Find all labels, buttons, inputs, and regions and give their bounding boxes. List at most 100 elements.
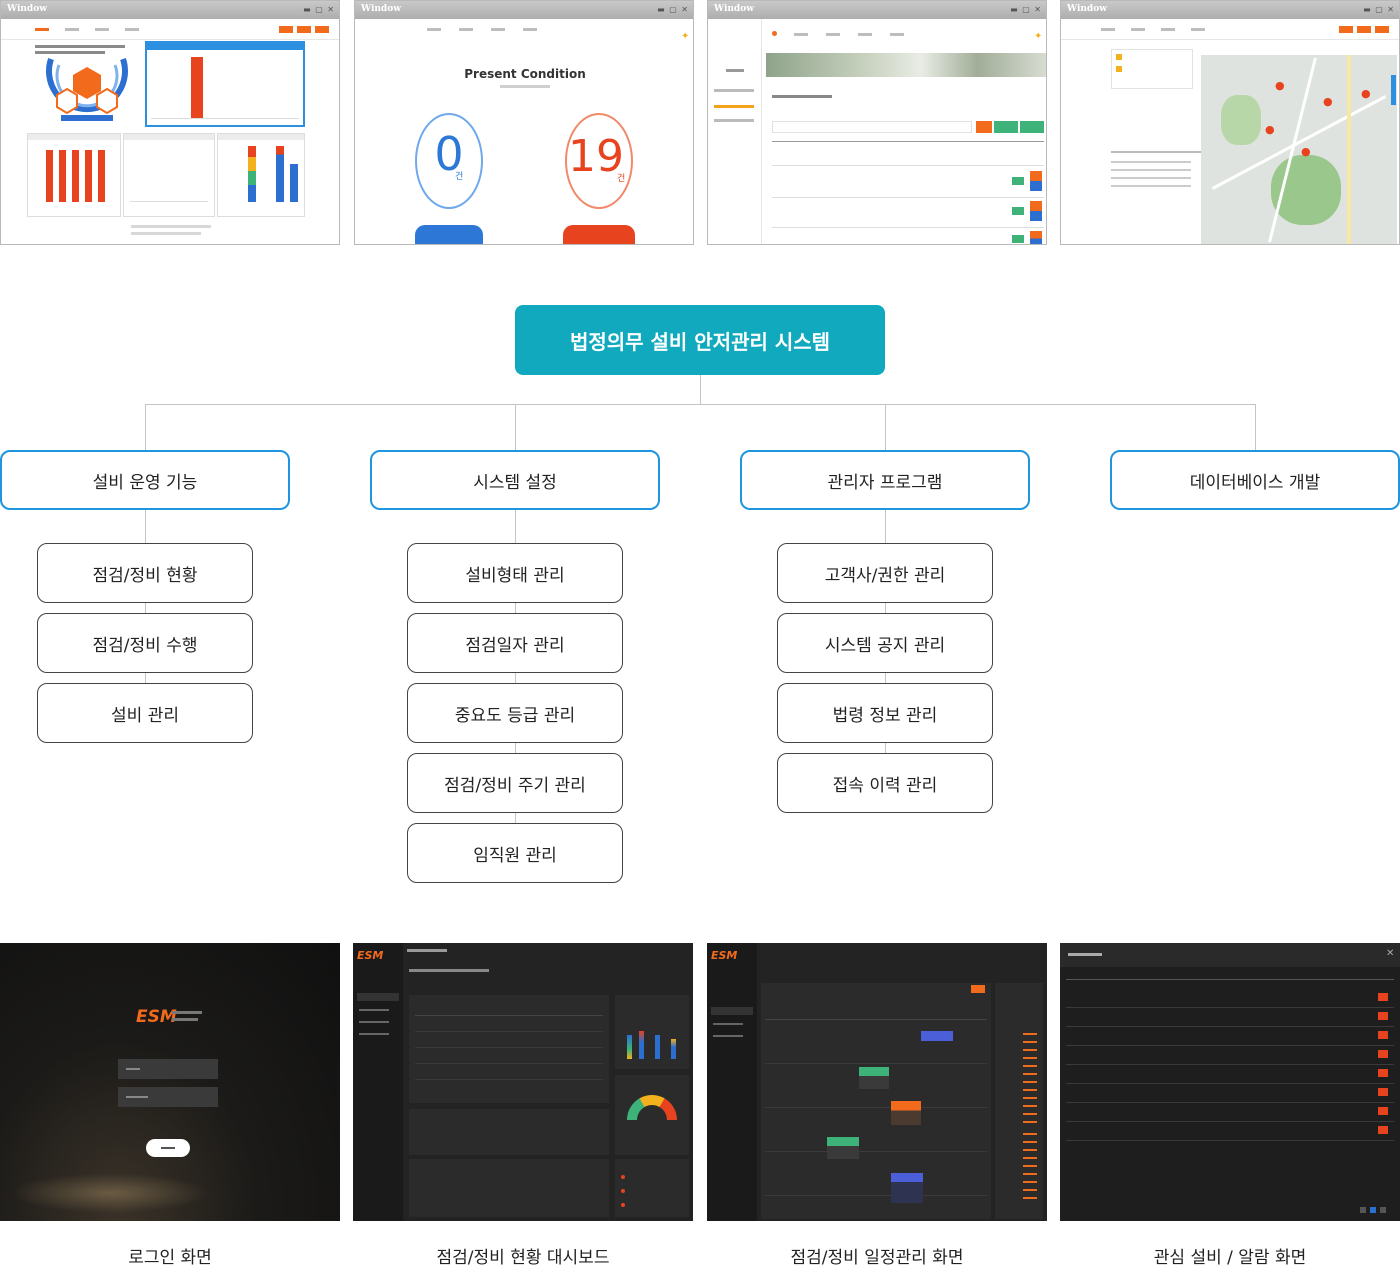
calendar-event[interactable] xyxy=(827,1137,859,1159)
alarm-badges xyxy=(1378,993,1388,1143)
connector xyxy=(515,510,516,850)
gauge-right xyxy=(565,113,633,209)
gauge-right-unit: 건 xyxy=(617,174,626,184)
event-list-panel xyxy=(995,983,1043,1219)
present-condition-title: Present Condition xyxy=(464,67,586,81)
item-equipment-management: 설비 관리 xyxy=(37,683,253,743)
category-database-development: 데이터베이스 개발 xyxy=(1110,450,1400,510)
map-pin-icon[interactable]: ● xyxy=(1361,87,1371,100)
window-title: Window xyxy=(1067,4,1107,14)
connector xyxy=(145,404,146,450)
caption-schedule: 점검/정비 일정관리 화면 xyxy=(790,1248,964,1268)
status-table-panel xyxy=(409,995,609,1103)
gauge-left xyxy=(415,113,483,209)
map-pin-icon[interactable]: ● xyxy=(1323,95,1333,108)
nav-bar xyxy=(1061,19,1399,40)
filter-bar[interactable] xyxy=(772,121,972,133)
connector xyxy=(700,375,701,405)
window-title: Window xyxy=(361,4,401,14)
screenshot-dark-dashboard: ESM xyxy=(353,943,693,1221)
nav-bar xyxy=(762,19,1046,39)
gauge-panel xyxy=(615,1075,689,1155)
filter-button[interactable] xyxy=(976,121,992,133)
window-titlebar: Window ▬ ▢ ✕ xyxy=(1061,1,1399,19)
connector xyxy=(885,404,886,450)
calendar-event[interactable] xyxy=(921,1031,953,1041)
item-inspection-status: 점검/정비 현황 xyxy=(37,543,253,603)
screenshot-dashboard-light: Window ▬ ▢ ✕ xyxy=(0,0,340,245)
esm-logo: ESM xyxy=(711,949,738,962)
caption-login: 로그인 화면 xyxy=(128,1248,212,1268)
calendar-panel xyxy=(761,983,991,1219)
side-menu xyxy=(708,19,762,244)
side-menu: ESM xyxy=(707,943,757,1221)
connector xyxy=(145,404,1255,405)
chart-panel-1 xyxy=(27,133,121,217)
item-inspection-execution: 점검/정비 수행 xyxy=(37,613,253,673)
chart-panel-2 xyxy=(123,133,215,217)
item-law-info: 법령 정보 관리 xyxy=(777,683,993,743)
window-controls-icon: ▬ ▢ ✕ xyxy=(1010,5,1042,14)
add-button[interactable] xyxy=(994,121,1018,133)
screenshot-dark-schedule: ESM xyxy=(707,943,1047,1221)
category-system-settings: 시스템 설정 xyxy=(370,450,660,510)
history-panel xyxy=(409,1159,609,1217)
item-importance-grade: 중요도 등급 관리 xyxy=(407,683,623,743)
sparkle-icon: ✦ xyxy=(681,31,690,42)
item-access-log: 접속 이력 관리 xyxy=(777,753,993,813)
item-customer-permission: 고객사/권한 관리 xyxy=(777,543,993,603)
gauge-left-button[interactable] xyxy=(415,225,483,244)
hero-illustration xyxy=(35,45,128,121)
login-password-input[interactable] xyxy=(118,1087,218,1107)
alarm-header: ✕ xyxy=(1060,943,1400,967)
window-controls-icon: ▬ ▢ ✕ xyxy=(303,5,335,14)
calendar-event[interactable] xyxy=(859,1067,889,1089)
connector xyxy=(145,510,146,710)
root-node: 법정의무 설비 안저관리 시스템 xyxy=(515,305,885,375)
main-chart-panel xyxy=(145,41,305,127)
map-view[interactable]: ● ● ● ● ● xyxy=(1201,55,1397,244)
export-button[interactable] xyxy=(1020,121,1044,133)
item-inspection-cycle: 점검/정비 주기 관리 xyxy=(407,753,623,813)
calendar-event[interactable] xyxy=(891,1173,923,1203)
item-employee-management: 임직원 관리 xyxy=(407,823,623,883)
banner-image xyxy=(766,53,1046,77)
connector xyxy=(1255,404,1256,450)
bar-chart-panel xyxy=(615,995,689,1069)
category-admin-program: 관리자 프로그램 xyxy=(740,450,1030,510)
map-pin-icon[interactable]: ● xyxy=(1265,123,1275,136)
calendar-event[interactable] xyxy=(891,1101,921,1125)
close-icon[interactable]: ✕ xyxy=(1386,948,1395,959)
schedule-panel xyxy=(409,1109,609,1155)
login-id-input[interactable] xyxy=(118,1059,218,1079)
category-equipment-operation: 설비 운영 기능 xyxy=(0,450,290,510)
caption-dashboard: 점검/정비 현황 대시보드 xyxy=(436,1248,610,1268)
screenshot-map: Window ▬ ▢ ✕ ● ● ● ● ● xyxy=(1060,0,1400,245)
side-menu: ESM xyxy=(353,943,403,1221)
login-button[interactable] xyxy=(146,1139,190,1157)
screenshot-equipment-list: Window ▬ ▢ ✕ ✦ xyxy=(707,0,1047,245)
screenshot-present-condition: Window ▬ ▢ ✕ ✦ Present Condition 0 건 19 … xyxy=(354,0,694,245)
gauge-right-value: 19 xyxy=(568,131,624,182)
sparkle-icon: ✦ xyxy=(1034,31,1043,42)
map-pin-icon[interactable]: ● xyxy=(1301,145,1311,158)
screenshot-login: ESM xyxy=(0,943,340,1221)
map-pin-icon[interactable]: ● xyxy=(1275,79,1285,92)
esm-logo: ESM xyxy=(136,1007,177,1027)
nav-bar xyxy=(1,19,339,40)
filter-table xyxy=(1111,49,1193,89)
window-title: Window xyxy=(7,4,47,14)
item-system-notice: 시스템 공지 관리 xyxy=(777,613,993,673)
connector xyxy=(515,404,516,450)
chart-panel-3 xyxy=(217,133,305,217)
window-controls-icon: ▬ ▢ ✕ xyxy=(1363,5,1395,14)
window-controls-icon: ▬ ▢ ✕ xyxy=(657,5,689,14)
screenshot-dark-alarm: ✕ xyxy=(1060,943,1400,1221)
alarm-table xyxy=(1066,989,1394,1149)
gauge-left-unit: 건 xyxy=(455,172,464,182)
gauge-right-button[interactable] xyxy=(563,225,635,244)
window-title: Window xyxy=(714,4,754,14)
item-equipment-type: 설비형태 관리 xyxy=(407,543,623,603)
nav-bar xyxy=(355,19,693,39)
window-titlebar: Window ▬ ▢ ✕ xyxy=(1,1,339,19)
